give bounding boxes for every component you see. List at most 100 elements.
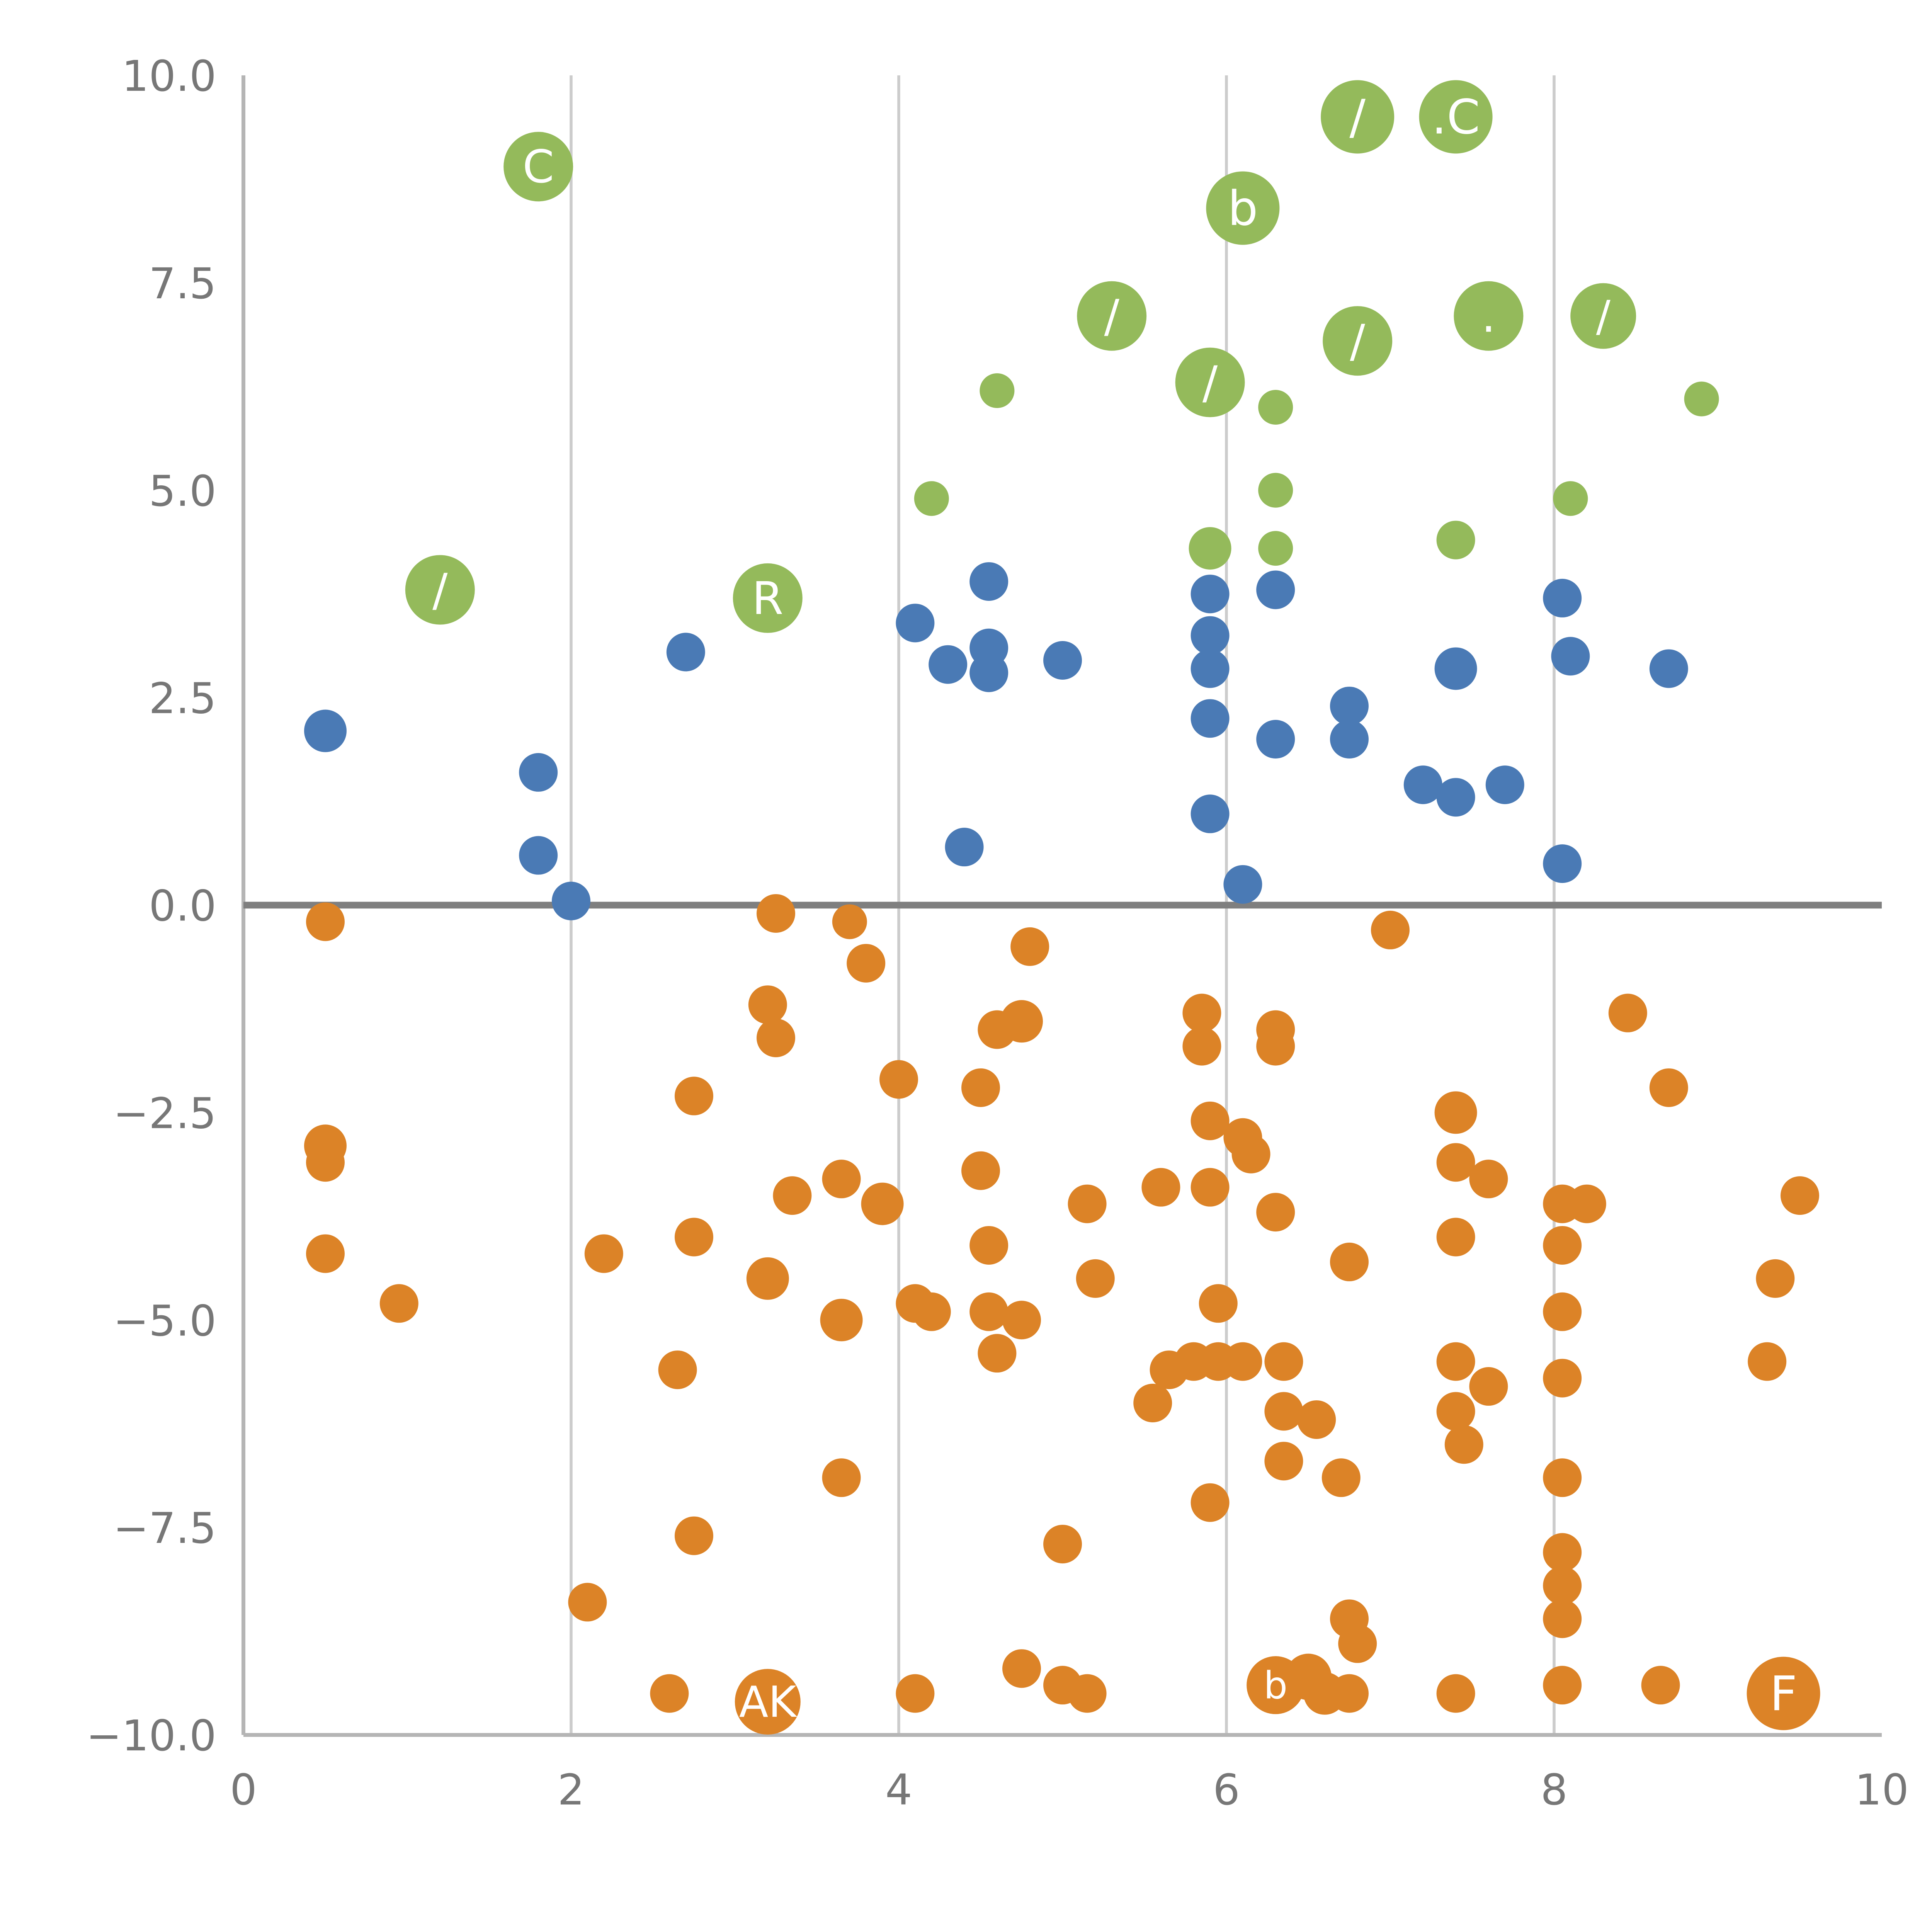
data-point (650, 1674, 689, 1713)
data-point (306, 1143, 345, 1182)
data-point (1258, 390, 1293, 425)
series-blue-cluster (304, 562, 1688, 920)
data-point (1223, 1342, 1262, 1381)
data-point (1570, 283, 1636, 349)
data-point (503, 132, 573, 202)
data-point (1543, 1666, 1582, 1705)
data-point (929, 645, 968, 684)
data-point (735, 1669, 801, 1735)
y-axis-tick-label: 7.5 (149, 259, 216, 308)
data-point (1002, 1649, 1041, 1688)
data-point (832, 904, 867, 939)
data-point (1567, 1184, 1606, 1223)
data-point (733, 563, 803, 633)
data-point (1748, 1342, 1787, 1381)
data-point (1330, 720, 1369, 759)
data-point (1338, 1624, 1377, 1663)
data-point (1264, 1442, 1303, 1481)
y-axis-tick-label: −5.0 (113, 1296, 216, 1345)
data-point (1434, 647, 1477, 690)
data-point (1403, 765, 1442, 804)
data-point (1258, 473, 1293, 508)
data-point (914, 481, 949, 516)
data-point (1190, 649, 1230, 688)
data-point (1543, 1566, 1582, 1605)
data-point (822, 1458, 861, 1497)
data-point (978, 1334, 1017, 1373)
x-axis-tick-label: 8 (1541, 1765, 1568, 1815)
data-point (1551, 637, 1590, 676)
data-point (847, 944, 886, 983)
data-point (861, 1182, 904, 1225)
data-point (1256, 1193, 1295, 1232)
y-axis-tick-label: 5.0 (149, 466, 216, 516)
data-point (1190, 616, 1230, 655)
tick-label-layer: 0 2 4 6 8 10 10.0 7.5 5.0 2.5 0.0 −2.5 −5.0 −7.5 −10.0 (86, 51, 1909, 1815)
data-point (820, 1299, 863, 1342)
data-point (1321, 1458, 1361, 1497)
data-point (1190, 1101, 1230, 1140)
data-point (1256, 1027, 1295, 1066)
data-point (1436, 520, 1475, 560)
data-point (1264, 1342, 1303, 1381)
data-point (1175, 347, 1245, 417)
data-point (1436, 1143, 1475, 1182)
data-point (1190, 794, 1230, 833)
data-point (945, 828, 984, 867)
data-point (1133, 1384, 1172, 1422)
data-point (1330, 687, 1369, 726)
x-axis-tick-label: 4 (885, 1765, 912, 1815)
data-point (1649, 1068, 1688, 1107)
data-point (1256, 570, 1295, 609)
x-axis-tick-label: 0 (230, 1765, 257, 1815)
data-point (969, 562, 1009, 601)
data-point (1436, 1218, 1475, 1257)
data-point (1444, 1425, 1483, 1464)
data-point (1330, 1242, 1369, 1281)
data-point (1043, 1525, 1082, 1564)
axis-layer (242, 75, 1882, 1737)
data-point (746, 1257, 789, 1300)
x-axis-tick-label: 2 (558, 1765, 585, 1815)
data-point (1543, 578, 1582, 617)
data-point (1068, 1674, 1107, 1713)
data-point (1000, 1000, 1043, 1043)
series-green-cluster: C/.Cb//.///R (405, 80, 1719, 633)
data-point (1043, 641, 1082, 680)
data-point (1190, 1483, 1230, 1522)
data-point (1436, 1342, 1475, 1381)
data-point (1454, 281, 1524, 351)
data-point (1141, 1168, 1180, 1207)
data-point (1543, 1226, 1582, 1265)
data-point (961, 1151, 1000, 1190)
data-point (584, 1234, 623, 1273)
data-point (1371, 910, 1410, 949)
data-point (519, 753, 558, 792)
data-point (304, 709, 347, 752)
data-point (1077, 281, 1147, 351)
data-point (306, 902, 345, 941)
data-point (1010, 927, 1049, 966)
data-point (912, 1292, 951, 1331)
data-point (1436, 778, 1475, 817)
data-point (1543, 1359, 1582, 1398)
y-axis-tick-label: 2.5 (149, 674, 216, 723)
data-point (1469, 1160, 1508, 1199)
data-point (879, 1060, 918, 1099)
data-point (666, 633, 705, 672)
data-point (961, 1068, 1000, 1107)
data-point (896, 604, 935, 643)
y-axis-tick-label: −7.5 (113, 1503, 216, 1553)
data-point (1641, 1666, 1680, 1705)
data-point (306, 1234, 345, 1273)
y-axis-tick-label: −2.5 (113, 1088, 216, 1138)
data-point (757, 894, 795, 933)
data-point (1231, 1134, 1270, 1173)
data-point (658, 1350, 697, 1389)
data-point (896, 1674, 935, 1713)
data-point (1649, 649, 1688, 688)
data-point (1608, 993, 1647, 1032)
data-point (1747, 1656, 1820, 1730)
y-axis-tick-label: 0.0 (149, 881, 216, 931)
